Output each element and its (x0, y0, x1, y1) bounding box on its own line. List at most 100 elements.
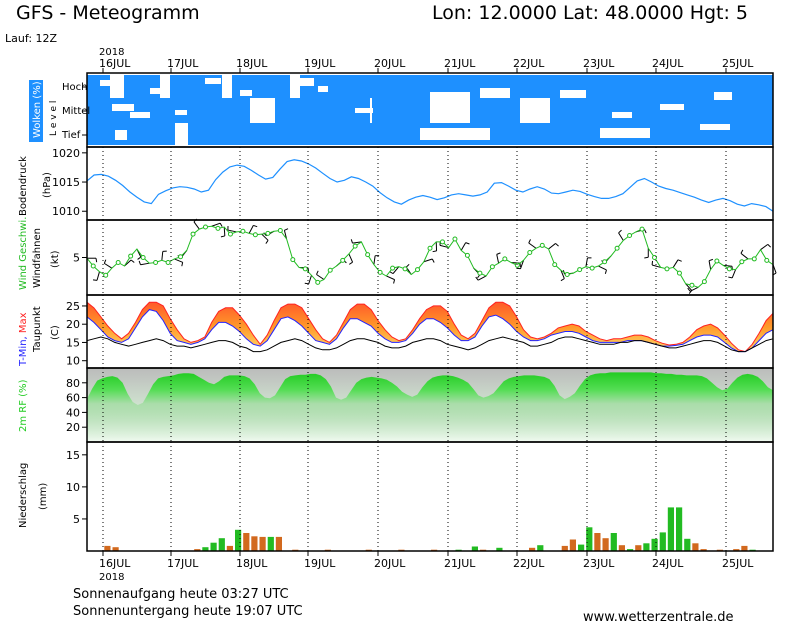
wind-barb-feather (728, 276, 733, 279)
rh-area (87, 372, 773, 442)
temp-ytick-label: 10 (66, 355, 80, 368)
wind-barb-feather (644, 229, 647, 234)
precip-bar (235, 529, 242, 551)
precip-bar (667, 507, 674, 551)
wind-panel: 5 Wind Geschwi. Windfahnen (kt) (18, 217, 777, 294)
temp-ytick-label: 15 (66, 336, 80, 349)
wind-barb-feather (432, 250, 437, 253)
wind-speed-point (327, 267, 333, 273)
wind-speed-point (764, 257, 770, 263)
wind-barb (496, 254, 500, 264)
wind-speed-point (103, 272, 109, 278)
wind-ylabel-sub: Windfahnen (32, 228, 43, 288)
date-label-bottom: 24JUL (652, 557, 684, 570)
cloud-gap (355, 108, 373, 113)
wind-barb (348, 253, 354, 263)
pressure-panel: 1010 1015 1020 Bodendruck (hPa) (18, 147, 774, 218)
cloud-cell (300, 123, 372, 145)
wind-barb (261, 233, 269, 241)
wind-barb-feather (528, 239, 531, 244)
wind-speed-point (452, 236, 458, 242)
panel-frames (86, 72, 774, 552)
wind-barb-feather (137, 256, 142, 260)
date-label-top: 21JUL (444, 57, 476, 70)
cloud-cell (188, 123, 300, 145)
wind-barb (689, 286, 699, 292)
wind-barb (193, 221, 200, 230)
wind-speed-point (340, 257, 346, 263)
wind-speed-point (739, 259, 745, 265)
precip-bar (594, 533, 601, 551)
precip-bar (210, 542, 217, 551)
cloud-gap (560, 90, 586, 98)
wind-barb (723, 264, 733, 267)
wind-barb-feather (767, 244, 772, 248)
wind-barb-feather (496, 252, 501, 255)
cloud-cell (372, 98, 430, 123)
precip-ytick-label: 10 (66, 481, 80, 494)
precip-bar (267, 536, 274, 551)
wind-ytick-label: 5 (73, 252, 80, 265)
precip-bar (537, 545, 544, 551)
date-label-bottom: 17JUL (167, 557, 199, 570)
cloud-cell (600, 98, 773, 123)
rh-ytick-label: 40 (66, 406, 80, 419)
year-label-bottom: 2018 (99, 572, 124, 583)
date-label-top: 23JUL (583, 57, 615, 70)
sunrise-text: Sonnenaufgang heute 03:27 UTC (73, 587, 289, 602)
wind-barb (460, 242, 467, 251)
wind-ylabel-unit: (kt) (50, 250, 61, 268)
wind-barb-feather (740, 249, 744, 254)
wind-barb (386, 275, 395, 281)
panel-frame (86, 294, 774, 369)
date-label-top: 19JUL (304, 57, 336, 70)
wind-speed-point (589, 265, 595, 271)
precip-bar (496, 547, 503, 551)
date-label-bottom: 20JUL (374, 557, 406, 570)
cloud-gap (175, 110, 187, 115)
wind-barb-feather (604, 269, 607, 274)
wind-speed-point (639, 226, 645, 232)
cloud-cell (550, 98, 600, 123)
wind-speed-point (477, 270, 483, 276)
wind-barb-feather (304, 282, 309, 285)
wind-barb-feather (405, 263, 410, 268)
wind-speed-point (489, 264, 495, 270)
wind-speed-point (90, 263, 96, 269)
date-label-bottom: 22JUL (513, 557, 545, 570)
pressure-line (86, 159, 774, 212)
wind-speed-point (178, 254, 184, 260)
cloud-gap (205, 78, 221, 84)
wind-barb (104, 262, 113, 269)
wind-barb (423, 258, 433, 263)
wind-barb (161, 251, 164, 261)
wind-speed-line (86, 225, 774, 288)
precip-bar (586, 527, 593, 551)
temp-ylabel-unit: (C) (50, 325, 61, 340)
wind-speed-point (577, 267, 583, 273)
wind-barb (560, 270, 565, 279)
wind-barb-feather (316, 270, 319, 275)
wind-barb (223, 226, 226, 236)
wind-speed-point (240, 228, 246, 234)
wind-speed-point (377, 269, 383, 275)
rh-ytick-label: 20 (66, 421, 80, 434)
cloud-gap (520, 100, 548, 108)
wind-barb-feather (95, 258, 98, 263)
cloud-cell (275, 98, 370, 123)
precip-panel: 5 10 15 Niederschlag (mm) (18, 449, 756, 551)
wind-barb-feather (393, 279, 396, 284)
cloud-gap (700, 124, 730, 130)
precip-bar (684, 538, 691, 551)
date-label-top: 17JUL (167, 57, 199, 70)
wind-barb-feather (431, 258, 435, 263)
cloud-gap (150, 88, 164, 94)
wind-speed-point (140, 255, 146, 260)
wind-speed-point (602, 259, 608, 265)
precip-bar (692, 543, 699, 551)
wind-barb (528, 242, 537, 249)
page-title: GFS - Meteogramm (16, 2, 200, 24)
wind-barb-feather (644, 256, 649, 259)
